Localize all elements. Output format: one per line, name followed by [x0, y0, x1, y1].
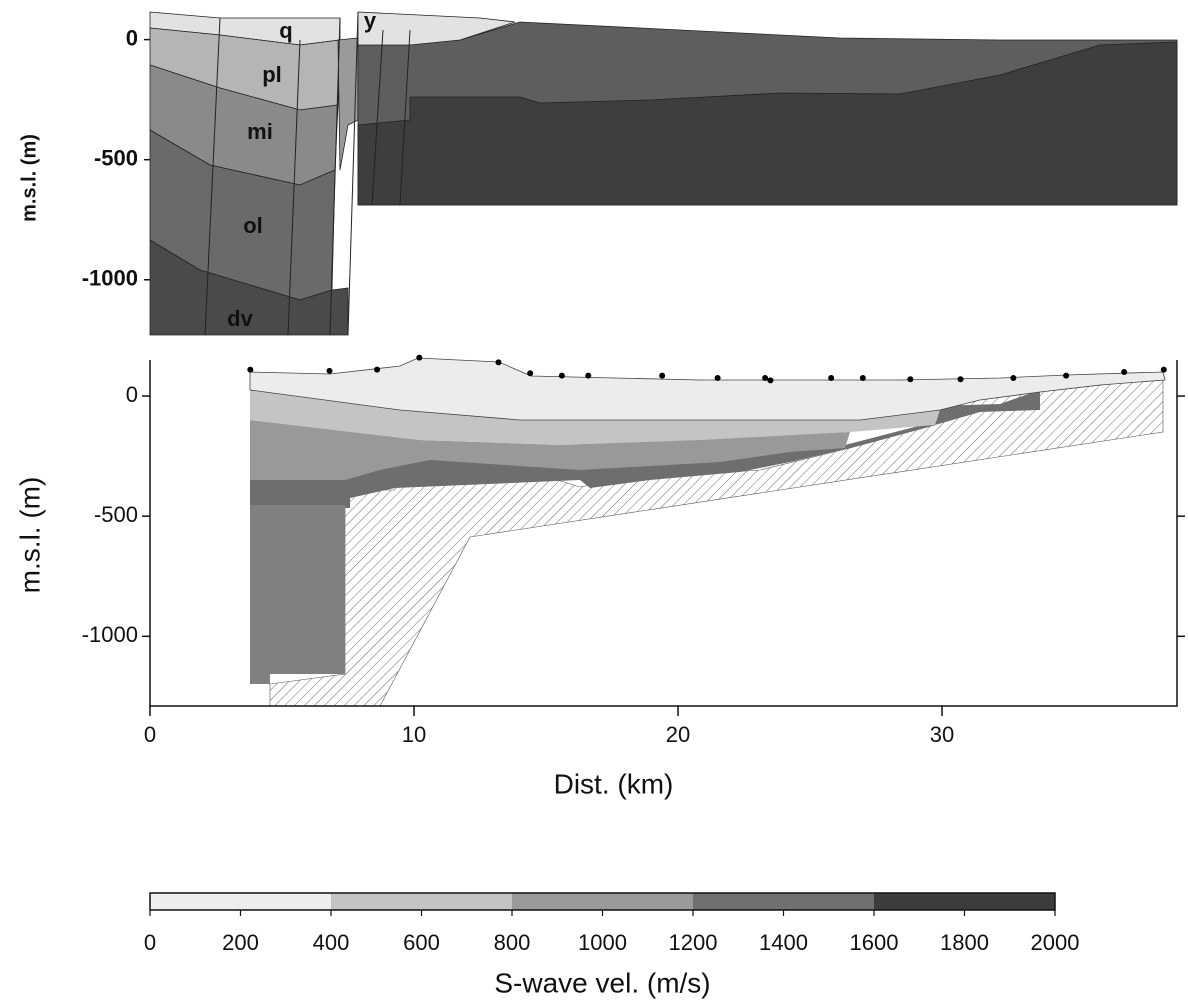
station [1121, 369, 1128, 376]
station [558, 372, 565, 379]
x-tick-label: 400 [313, 930, 350, 955]
layer-label: mi [247, 119, 273, 144]
station [828, 375, 835, 382]
station [907, 376, 914, 383]
axes-frame [149, 360, 1178, 707]
x-axis-label: Dist. (km) [554, 768, 674, 799]
station [659, 372, 666, 379]
x-tick-label: 20 [666, 722, 690, 747]
station [1160, 366, 1167, 373]
colorbar-segment [693, 893, 874, 910]
layer-label: pl [262, 62, 282, 87]
x-tick-label: 2000 [1031, 930, 1080, 955]
y-tick-label: -500 [94, 146, 138, 171]
station [957, 376, 964, 383]
colorbar-frame [149, 892, 1056, 911]
station [1010, 375, 1017, 382]
geology-section [149, 11, 1178, 336]
y-tick-label: -1000 [82, 266, 138, 291]
station [495, 359, 502, 366]
y-axis-label: m.s.l. (m) [18, 134, 40, 222]
colorbar-segment [512, 893, 693, 910]
layer-label: ol [243, 213, 263, 238]
colorbar-segment [150, 893, 331, 910]
y-axis-label: m.s.l. (m) [14, 477, 45, 594]
station [247, 366, 254, 373]
station [1063, 372, 1070, 379]
x-tick-label: 1800 [940, 930, 989, 955]
velocity-model [249, 357, 1166, 707]
station [326, 367, 333, 374]
y-tick-label: -500 [94, 502, 138, 527]
layer-label: y [364, 8, 377, 33]
x-tick-label: 200 [222, 930, 259, 955]
x-tick-label: 30 [930, 722, 954, 747]
y-tick-label: -1000 [82, 622, 138, 647]
x-tick-label: 0 [144, 722, 156, 747]
x-tick-label: 10 [402, 722, 426, 747]
layer-label: q [279, 18, 292, 43]
station [767, 377, 774, 384]
station [714, 375, 721, 382]
y-tick-label: 0 [126, 382, 138, 407]
x-tick-label: 1200 [669, 930, 718, 955]
station [585, 372, 592, 379]
x-tick-label: 600 [403, 930, 440, 955]
station [527, 370, 534, 377]
station [374, 366, 381, 373]
x-tick-label: 800 [494, 930, 531, 955]
station [859, 375, 866, 382]
colorbar-segment [874, 893, 1055, 910]
station [762, 375, 769, 382]
x-tick-label: 1000 [578, 930, 627, 955]
layer-label: dv [227, 306, 253, 331]
y-tick-label: 0 [126, 25, 138, 50]
station [416, 354, 423, 361]
x-tick-label: 0 [144, 930, 156, 955]
x-tick-label: 1600 [850, 930, 899, 955]
colorbar-label: S-wave vel. (m/s) [494, 967, 710, 998]
x-tick-label: 1400 [759, 930, 808, 955]
colorbar-segment [331, 893, 512, 910]
